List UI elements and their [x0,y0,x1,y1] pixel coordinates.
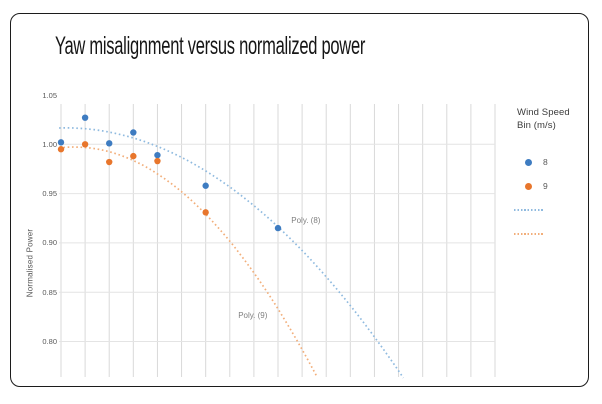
data-point-bin-9 [106,158,113,166]
data-point-bin-8 [154,151,161,159]
legend-marker-dot-8 [525,158,532,166]
data-point-bin-9 [81,141,89,148]
data-point-bin-8 [202,182,209,189]
chart-title: Yaw misalignment versus normalized power [55,32,366,60]
trendline-8 [59,127,405,379]
data-point-bin-8 [57,139,65,146]
y-tick-label: 0.85 [42,287,57,297]
legend-title-line1: Wind Speed [517,107,570,118]
data-point-bin-9 [154,157,161,165]
data-point-bin-8 [81,114,89,121]
chart-card: Yaw misalignment versus normalized power… [10,13,589,387]
data-point-bin-8 [130,129,137,136]
legend-marker-dotted-line [514,233,544,235]
data-point-bin-8 [274,224,282,232]
y-tick-label: 0.90 [42,238,57,248]
annotation-9: Poly. (9) [238,310,268,320]
chart-plot-area [57,104,496,379]
y-tick-label: 0.95 [42,189,57,199]
data-point-bin-9 [202,209,209,216]
trendline-9 [59,146,318,377]
legend-title-line2: Bin (m/s) [517,120,556,131]
legend-marker-dot-9 [525,182,532,190]
legend-label-8: 8 [543,157,548,167]
annotation-8: Poly. (8) [291,216,321,226]
data-point-bin-8 [106,140,113,147]
legend-marker-dotted-line [514,209,544,211]
y-tick-label: 0.80 [42,337,57,346]
data-point-bin-9 [57,146,65,153]
legend-label-9: 9 [543,181,548,191]
legend-title: Wind Speed Bin (m/s) [517,106,570,132]
data-point-bin-9 [130,152,137,160]
y-tick-label: 1.05 [42,90,57,100]
y-tick-label: 1.00 [42,139,57,149]
